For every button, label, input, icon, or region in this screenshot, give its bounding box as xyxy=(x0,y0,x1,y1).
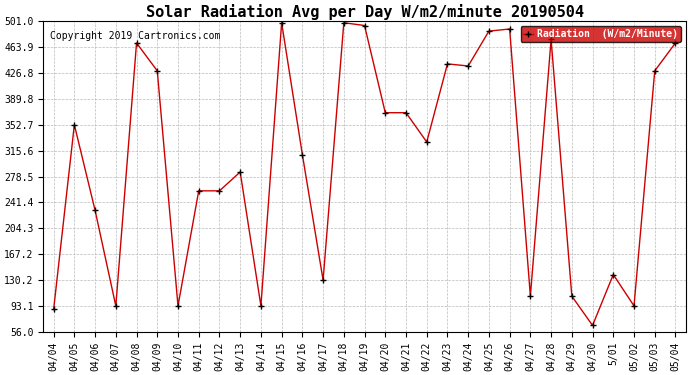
Title: Solar Radiation Avg per Day W/m2/minute 20190504: Solar Radiation Avg per Day W/m2/minute … xyxy=(146,4,584,20)
Legend: Radiation  (W/m2/Minute): Radiation (W/m2/Minute) xyxy=(520,26,681,42)
Text: Copyright 2019 Cartronics.com: Copyright 2019 Cartronics.com xyxy=(50,31,220,40)
